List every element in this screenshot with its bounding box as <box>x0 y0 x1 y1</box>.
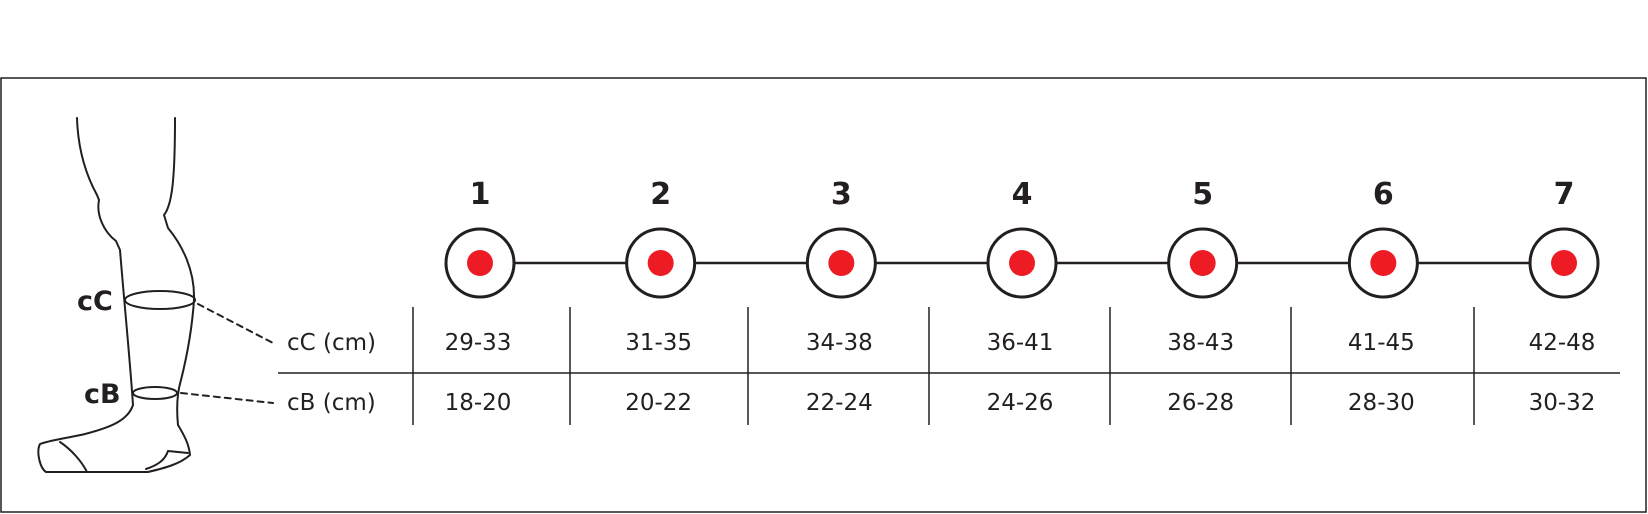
ankle-label: cB <box>84 379 121 410</box>
size-number: 4 <box>1012 177 1033 212</box>
ankle-range-cell: 28-30 <box>1348 390 1415 416</box>
size-marker-dot <box>1370 250 1397 276</box>
heel-line <box>145 450 189 470</box>
calf-range-cell: 41-45 <box>1348 330 1415 356</box>
calf-ellipse <box>124 290 196 310</box>
size-marker-dot <box>1009 250 1036 276</box>
size-number: 5 <box>1192 177 1213 212</box>
calf-range-cell: 38-43 <box>1167 330 1234 356</box>
ankle-range-cell: 22-24 <box>806 390 873 416</box>
ankle-range-cell: 20-22 <box>625 390 692 416</box>
size-marker-dot <box>1551 250 1578 276</box>
calf-range-cell: 31-35 <box>625 330 692 356</box>
frame <box>0 77 1647 513</box>
ankle-dashed-leader <box>180 392 274 404</box>
size-marker-dot <box>828 250 855 276</box>
toe-line <box>59 441 88 473</box>
size-marker-dot <box>467 250 493 276</box>
row-label-ankle: cB (cm) <box>287 390 376 416</box>
ankle-range-cell: 18-20 <box>445 390 512 416</box>
size-number: 2 <box>650 177 671 212</box>
leg-illustration <box>37 117 274 473</box>
calf-range-cell: 34-38 <box>806 330 873 356</box>
size-number: 3 <box>831 177 852 212</box>
calf-range-cell: 29-33 <box>445 330 512 356</box>
leg-outline-left <box>37 117 196 473</box>
calf-range-cell: 36-41 <box>987 330 1054 356</box>
calf-dashed-leader <box>197 303 274 344</box>
calf-label: cC <box>77 286 113 317</box>
ankle-range-cell: 24-26 <box>987 390 1054 416</box>
ankle-range-cell: 26-28 <box>1167 390 1234 416</box>
calf-range-cell: 42-48 <box>1529 330 1596 356</box>
size-marker-dot <box>647 250 674 276</box>
ankle-ellipse <box>132 386 178 400</box>
size-marker-dot <box>1189 250 1216 276</box>
row-label-calf: cC (cm) <box>287 330 376 356</box>
size-number: 6 <box>1373 177 1394 212</box>
ankle-range-cell: 30-32 <box>1529 390 1596 416</box>
size-number: 7 <box>1554 177 1575 212</box>
size-number: 1 <box>470 177 491 212</box>
